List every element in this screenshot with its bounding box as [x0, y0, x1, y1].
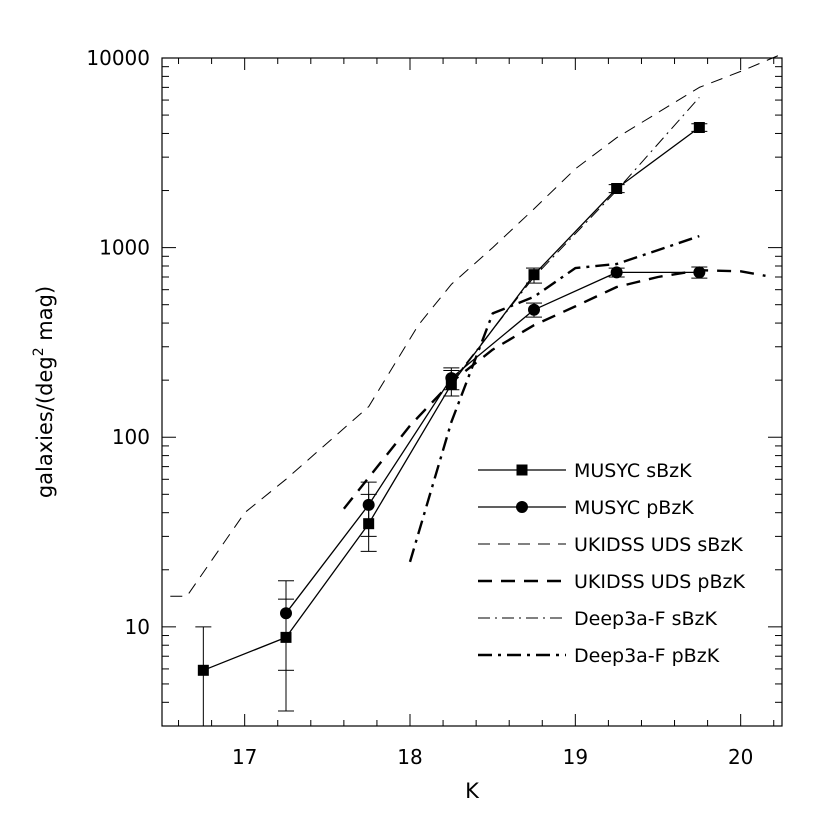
- axis-ticks: [162, 57, 782, 727]
- legend: MUSYC sBzK MUSYC pBzK UKIDSS UDS sBzK UKIDS…: [478, 460, 745, 667]
- legend-label: MUSYC sBzK: [574, 460, 692, 482]
- axis-tick-labels: 17 18 19 20 10 100 1000 10000: [86, 46, 753, 769]
- legend-marker: [516, 501, 528, 513]
- x-tick-label: 19: [563, 745, 588, 769]
- data-point-musyc-pbzk: [610, 266, 623, 279]
- legend-item-musyc-pbzk: MUSYC pBzK: [478, 497, 694, 519]
- y-axis-label-sup: 2: [31, 347, 47, 356]
- x-tick-label: 17: [232, 745, 257, 769]
- legend-label: Deep3a-F sBzK: [574, 608, 718, 630]
- series-line-musyc-pbzk: [285, 271, 700, 614]
- series-line-ukidss-uds-pbzk: [342, 269, 766, 510]
- legend-label: Deep3a-F pBzK: [574, 645, 720, 667]
- legend-item-deep3a-f-pbzk: Deep3a-F pBzK: [478, 645, 720, 667]
- series-layer: [170, 53, 783, 726]
- legend-item-ukidss-uds-sbzk: UKIDSS UDS sBzK: [478, 534, 743, 556]
- y-tick-label: 10: [125, 615, 150, 639]
- legend-label: UKIDSS UDS sBzK: [574, 534, 743, 556]
- series-line-deep3a-f-pbzk: [408, 234, 700, 563]
- series-ukidss-uds-sbzk: [170, 53, 783, 597]
- legend-marker: [516, 464, 528, 476]
- series-deep3a-f-sbzk: [450, 97, 700, 383]
- data-point-musyc-sbzk: [528, 269, 540, 281]
- y-tick-label: 10000: [86, 46, 150, 70]
- legend-label: UKIDSS UDS pBzK: [574, 571, 745, 593]
- data-point-musyc-pbzk: [528, 303, 540, 316]
- y-axis-label: galaxies/(deg2 mag): [31, 286, 57, 498]
- series-musyc-pbzk: [278, 266, 708, 671]
- x-axis-label: K: [465, 779, 480, 803]
- y-tick-label: 100: [112, 425, 150, 449]
- y-axis-label-main: galaxies/(deg: [33, 356, 57, 498]
- data-point-musyc-pbzk: [362, 498, 375, 511]
- plot-frame: [161, 57, 783, 727]
- y-axis-label-tail: mag): [33, 286, 57, 348]
- data-point-musyc-pbzk: [693, 266, 706, 279]
- x-tick-label: 20: [728, 745, 753, 769]
- data-point-musyc-sbzk: [611, 183, 623, 195]
- y-tick-label: 1000: [99, 236, 150, 260]
- data-point-musyc-pbzk: [280, 607, 292, 620]
- series-musyc-sbzk: [195, 122, 708, 726]
- legend-label: MUSYC pBzK: [574, 497, 694, 519]
- legend-item-musyc-sbzk: MUSYC sBzK: [478, 460, 692, 482]
- data-point-musyc-sbzk: [197, 664, 209, 676]
- legend-item-ukidss-uds-pbzk: UKIDSS UDS pBzK: [478, 571, 745, 593]
- series-line-deep3a-f-sbzk: [450, 97, 700, 383]
- series-line-ukidss-uds-sbzk: [170, 53, 783, 597]
- series-ukidss-uds-pbzk: [342, 269, 766, 510]
- x-tick-label: 18: [397, 745, 422, 769]
- series-deep3a-f-pbzk: [408, 234, 700, 563]
- data-point-musyc-sbzk: [693, 122, 705, 134]
- legend-item-deep3a-f-sbzk: Deep3a-F sBzK: [478, 608, 718, 630]
